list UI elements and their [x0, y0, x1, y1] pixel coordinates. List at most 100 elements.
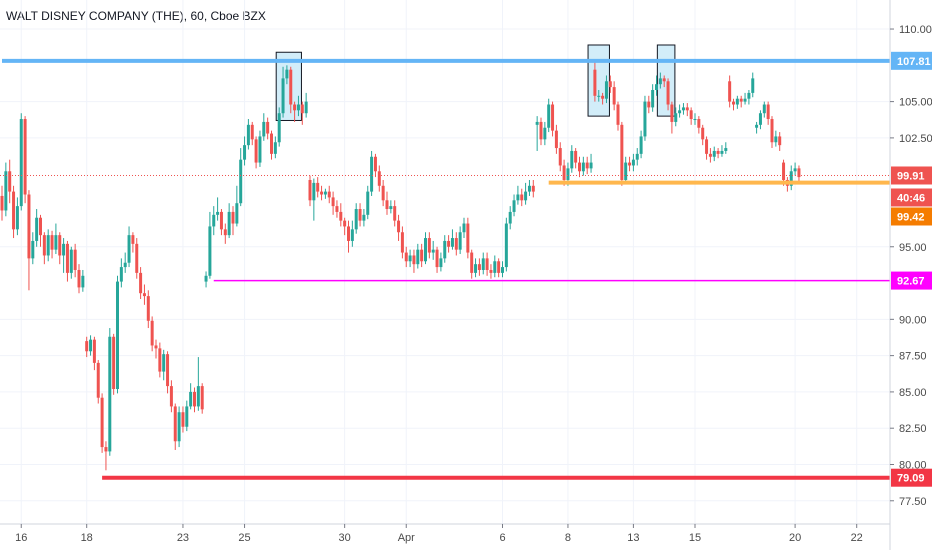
- candle: [416, 243, 420, 269]
- candle-body: [116, 281, 119, 390]
- candle: [535, 116, 539, 151]
- candle: [312, 178, 316, 221]
- candle: [92, 336, 96, 371]
- candle-body: [177, 412, 181, 442]
- candle-body: [377, 171, 381, 186]
- candle-body: [554, 130, 558, 149]
- y-tick-label: 85.00: [899, 387, 927, 399]
- candle: [370, 150, 374, 196]
- candle-body: [481, 258, 485, 270]
- candle-body: [570, 150, 574, 169]
- candle: [558, 142, 562, 172]
- candle-body: [697, 119, 701, 128]
- candle: [766, 101, 770, 125]
- candle: [270, 130, 273, 160]
- candle-body: [574, 150, 578, 163]
- candle: [770, 116, 774, 149]
- x-tick-label: Apr: [398, 532, 415, 544]
- candle-body: [782, 162, 786, 180]
- candle: [139, 267, 143, 300]
- candle: [512, 194, 516, 217]
- candle-body: [300, 104, 304, 114]
- candle: [154, 339, 158, 359]
- candle-body: [589, 162, 593, 169]
- candle-body: [189, 391, 193, 407]
- candle-body: [516, 194, 520, 201]
- candle: [246, 119, 250, 150]
- candle: [793, 162, 797, 176]
- candle-body: [104, 447, 108, 452]
- x-tick-label: 6: [499, 532, 505, 544]
- candle-body: [400, 232, 404, 253]
- x-tick-label: 18: [81, 532, 93, 544]
- candle: [331, 191, 335, 215]
- candle: [316, 177, 320, 198]
- candle-body: [142, 293, 146, 297]
- y-axis[interactable]: 110.00 105.00 102.50 95.00 90.00 87.50 85.00 82…: [889, 0, 932, 550]
- candle: [501, 261, 504, 278]
- candle: [58, 232, 62, 265]
- candle: [77, 264, 81, 294]
- candle: [585, 156, 589, 175]
- candle: [320, 185, 324, 201]
- candle-body: [728, 81, 732, 102]
- candle-body: [601, 95, 605, 99]
- x-tick-label: 30: [339, 532, 351, 544]
- candle: [366, 185, 370, 220]
- candle-body: [735, 98, 739, 105]
- candle: [46, 229, 50, 262]
- candle: [404, 246, 408, 268]
- candle: [293, 101, 297, 122]
- candle-body: [724, 148, 728, 151]
- candle: [720, 145, 724, 157]
- candle-body: [366, 191, 370, 215]
- candle: [551, 101, 555, 137]
- candle: [716, 148, 720, 159]
- candle: [65, 240, 69, 282]
- candle: [323, 188, 327, 199]
- candle: [181, 406, 185, 433]
- candle: [108, 328, 112, 456]
- candle: [474, 258, 478, 278]
- candle-body: [331, 197, 335, 207]
- y-tick-label: 77.50: [899, 496, 927, 508]
- candle-body: [385, 200, 389, 210]
- candle-body: [200, 386, 204, 410]
- candle: [628, 156, 632, 172]
- candle: [231, 206, 235, 236]
- candle: [662, 75, 666, 88]
- candle-body: [701, 127, 705, 140]
- candle-body: [628, 162, 632, 166]
- candle: [200, 383, 204, 414]
- candle: [62, 238, 66, 273]
- candle: [516, 185, 520, 205]
- candle-body: [108, 336, 112, 452]
- candle-body: [54, 235, 58, 250]
- candle: [177, 406, 181, 448]
- candle: [581, 156, 585, 176]
- candle-body: [458, 232, 462, 250]
- candle-body: [447, 240, 451, 247]
- candle-body: [12, 191, 16, 230]
- price-label: 107.81: [897, 56, 931, 68]
- candle: [435, 246, 439, 273]
- candle: [639, 130, 643, 159]
- candle: [689, 107, 693, 125]
- candle-body: [250, 124, 254, 140]
- candle-body: [193, 391, 196, 407]
- candle: [146, 290, 150, 329]
- candle: [624, 156, 628, 185]
- candle: [185, 400, 189, 432]
- candle-body: [527, 185, 531, 192]
- candle: [243, 136, 247, 166]
- candle: [578, 156, 581, 178]
- candle: [81, 269, 85, 292]
- candle: [705, 136, 709, 160]
- candle-body: [231, 211, 235, 224]
- candle: [681, 103, 685, 115]
- candle: [520, 188, 524, 207]
- candle-body: [755, 124, 759, 128]
- candle-body: [620, 124, 624, 180]
- candle-body: [793, 168, 797, 172]
- candle: [631, 153, 635, 172]
